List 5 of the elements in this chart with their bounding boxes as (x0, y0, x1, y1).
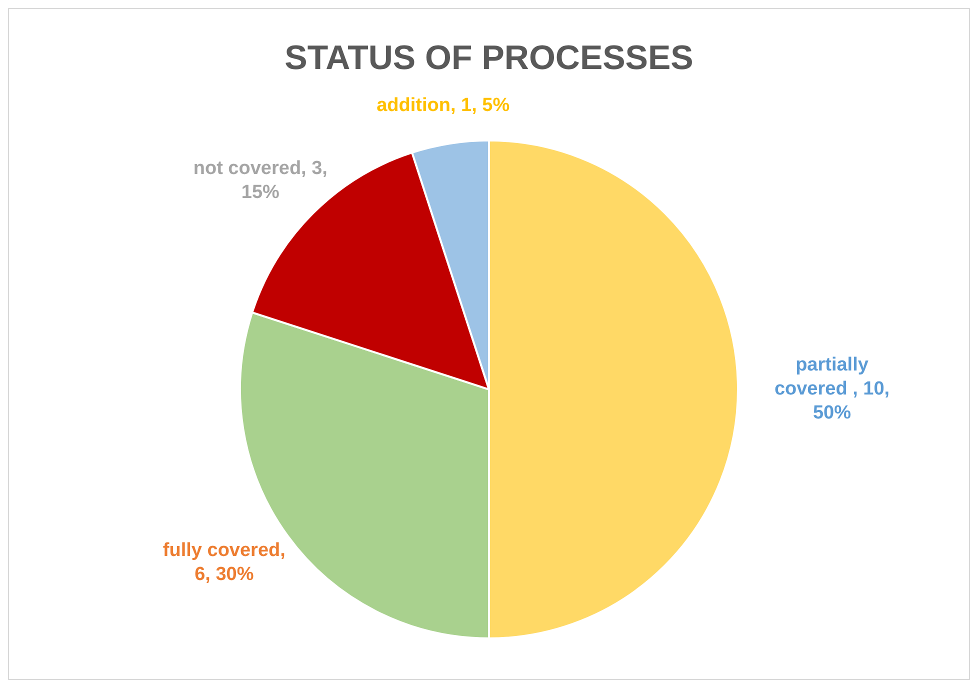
slice-label: addition, 1, 5% (376, 95, 510, 116)
slice-label: partially covered , 10, 50% (774, 354, 890, 424)
slice-label: fully covered, 6, 30% (162, 540, 286, 586)
slice-label: not covered, 3, 15% (193, 158, 328, 204)
chart-title: STATUS OF PROCESSES (284, 38, 694, 77)
